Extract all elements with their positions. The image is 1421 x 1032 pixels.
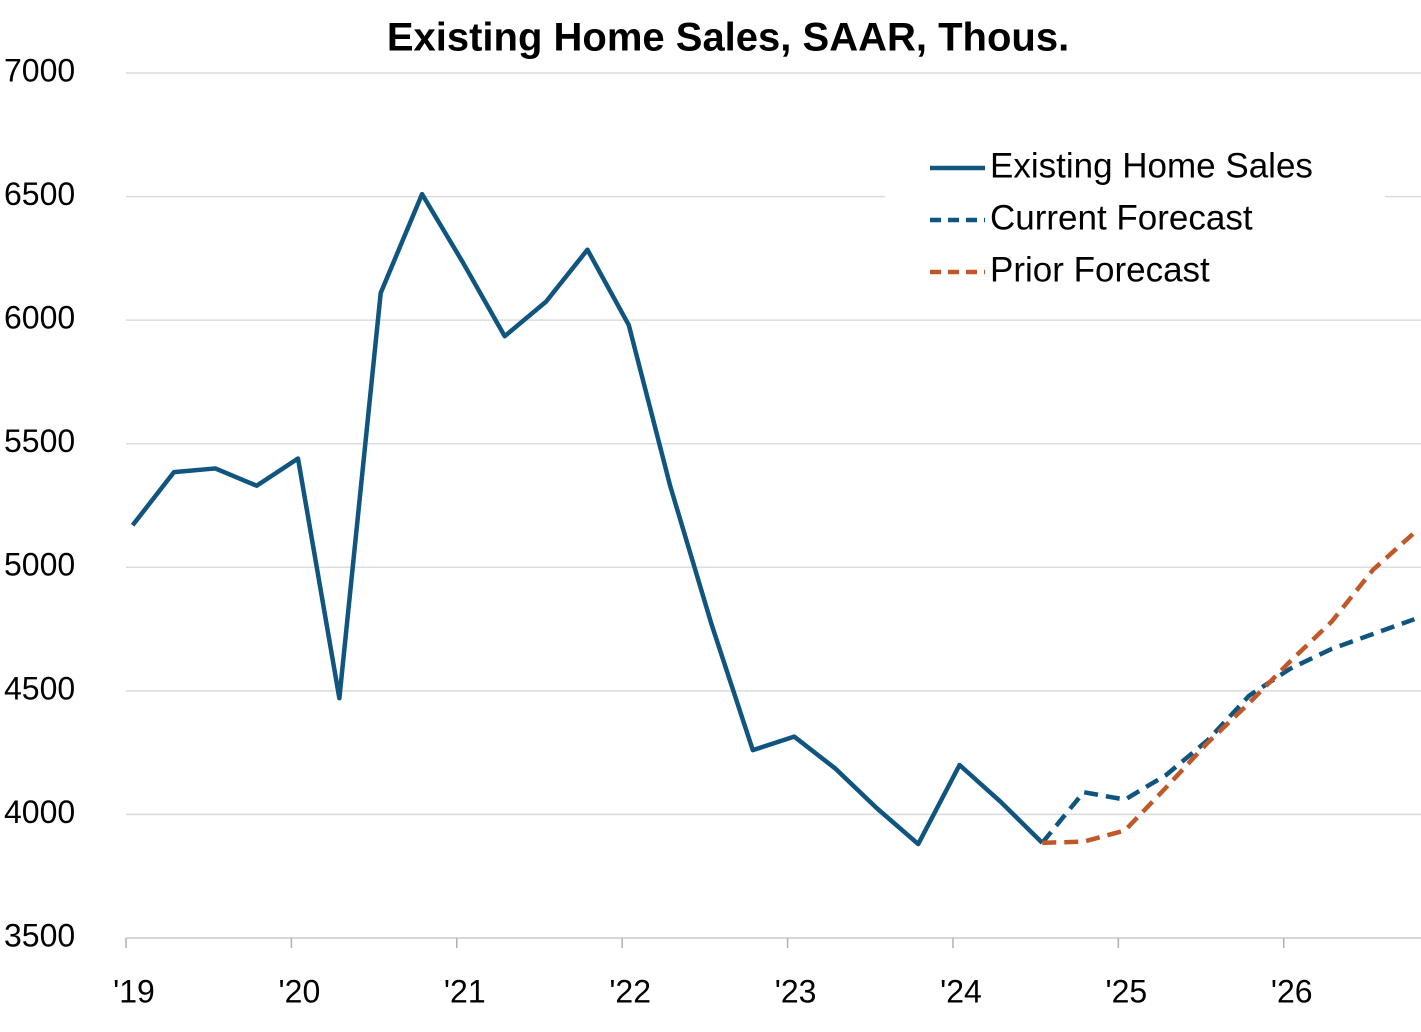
legend-label: Existing Home Sales: [990, 146, 1313, 185]
series-line: [1042, 531, 1416, 846]
x-tick-label: '23: [775, 973, 817, 1009]
y-tick-label: 5000: [4, 547, 75, 583]
x-tick-label: '19: [113, 973, 155, 1009]
x-tick-label: '26: [1271, 973, 1313, 1009]
y-tick-label: 6500: [4, 176, 75, 212]
y-tick-label: 5500: [4, 423, 75, 459]
legend-label: Prior Forecast: [990, 250, 1210, 289]
y-tick-label: 4500: [4, 670, 75, 706]
y-tick-label: 3500: [4, 917, 75, 953]
legend-label: Current Forecast: [990, 198, 1253, 237]
series-line: [1040, 617, 1416, 845]
series-line: [130, 191, 1044, 847]
x-tick-label: '24: [940, 973, 982, 1009]
x-tick-label: '25: [1105, 973, 1147, 1009]
y-tick-label: 6000: [4, 300, 75, 336]
y-tick-label: 4000: [4, 794, 75, 830]
x-tick-label: '21: [444, 973, 486, 1009]
x-tick-label: '20: [279, 973, 321, 1009]
x-tick-label: '22: [609, 973, 651, 1009]
chart-title: Existing Home Sales, SAAR, Thous.: [387, 16, 1069, 60]
y-tick-label: 7000: [4, 52, 75, 88]
